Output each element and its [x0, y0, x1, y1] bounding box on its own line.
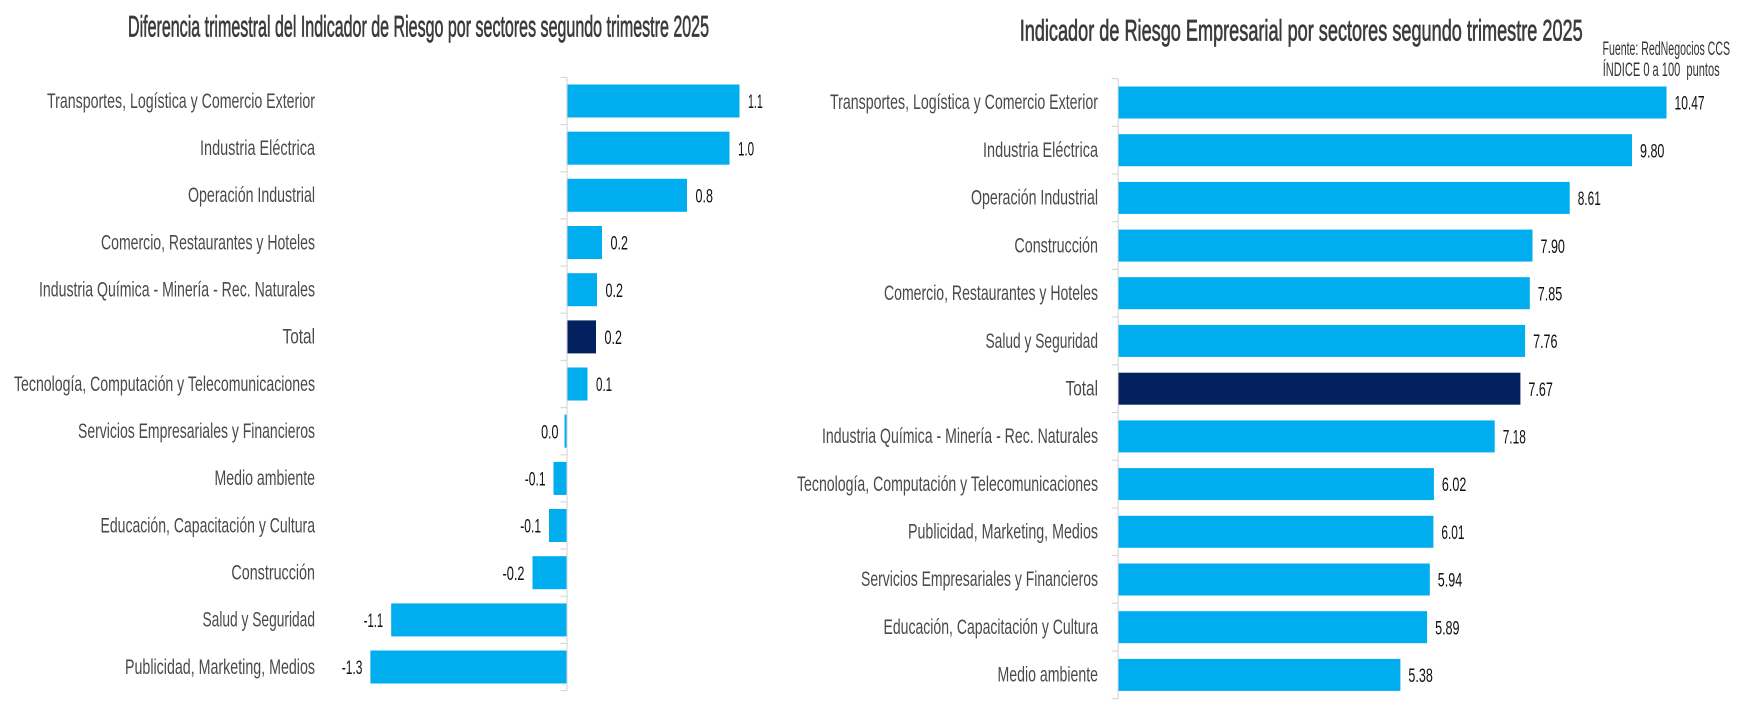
- svg-text:6.01: 6.01: [1441, 522, 1464, 544]
- svg-text:7.67: 7.67: [1528, 379, 1552, 401]
- svg-text:0.0: 0.0: [541, 421, 558, 443]
- svg-text:Diferencia trimestral del Indi: Diferencia trimestral del Indicador de R…: [128, 11, 709, 44]
- svg-text:1.0: 1.0: [738, 138, 754, 160]
- svg-text:7.18: 7.18: [1503, 427, 1526, 449]
- svg-text:5.38: 5.38: [1408, 665, 1432, 687]
- svg-text:Industria Eléctrica: Industria Eléctrica: [983, 139, 1098, 162]
- svg-text:Publicidad, Marketing, Medios: Publicidad, Marketing, Medios: [908, 521, 1098, 544]
- svg-text:Medio ambiente: Medio ambiente: [998, 664, 1099, 687]
- svg-text:7.85: 7.85: [1538, 283, 1562, 305]
- svg-text:8.61: 8.61: [1578, 188, 1601, 210]
- svg-text:0.1: 0.1: [596, 374, 612, 396]
- svg-text:Servicios Empresariales y Fina: Servicios Empresariales y Financieros: [78, 420, 315, 443]
- svg-text:-0.1: -0.1: [520, 516, 541, 538]
- svg-text:Medio ambiente: Medio ambiente: [215, 467, 316, 490]
- svg-text:-1.3: -1.3: [342, 657, 363, 679]
- svg-text:-1.1: -1.1: [364, 610, 383, 632]
- svg-text:Fuente: RedNegocios CCS: Fuente: RedNegocios CCS: [1603, 39, 1731, 60]
- svg-text:Construcción: Construcción: [1014, 234, 1098, 257]
- svg-text:1.1: 1.1: [748, 91, 763, 113]
- svg-text:Industria Química - Minería -: Industria Química - Minería - Rec. Natur…: [822, 425, 1098, 448]
- svg-text:7.90: 7.90: [1541, 236, 1565, 258]
- svg-text:Servicios Empresariales y Fina: Servicios Empresariales y Financieros: [861, 568, 1098, 591]
- svg-text:Operación Industrial: Operación Industrial: [971, 187, 1098, 210]
- svg-text:Construcción: Construcción: [231, 562, 315, 585]
- svg-text:Industria Química - Minería -: Industria Química - Minería - Rec. Natur…: [39, 279, 315, 302]
- svg-text:Salud y Seguridad: Salud y Seguridad: [986, 330, 1099, 353]
- svg-text:Total: Total: [283, 326, 316, 349]
- svg-text:Total: Total: [1066, 378, 1099, 401]
- svg-text:5.94: 5.94: [1438, 570, 1462, 592]
- svg-text:10.47: 10.47: [1675, 93, 1705, 115]
- svg-text:Indicador de Riesgo Empresaria: Indicador de Riesgo Empresarial por sect…: [1020, 15, 1583, 48]
- svg-text:Salud y Seguridad: Salud y Seguridad: [203, 609, 316, 632]
- svg-text:5.89: 5.89: [1435, 617, 1459, 639]
- svg-text:-0.2: -0.2: [503, 563, 525, 585]
- svg-text:Transportes, Logística y Comer: Transportes, Logística y Comercio Exteri…: [47, 90, 315, 113]
- svg-text:-0.1: -0.1: [525, 469, 546, 491]
- svg-text:Tecnología, Computación y Tele: Tecnología, Computación y Telecomunicaci…: [797, 473, 1098, 496]
- svg-text:Publicidad, Marketing, Medios: Publicidad, Marketing, Medios: [125, 656, 315, 679]
- svg-text:Industria Eléctrica: Industria Eléctrica: [200, 137, 315, 160]
- svg-text:6.02: 6.02: [1442, 474, 1466, 496]
- svg-text:Tecnología, Computación y Tele: Tecnología, Computación y Telecomunicaci…: [14, 373, 315, 396]
- svg-text:Educación, Capacitación y Cult: Educación, Capacitación y Cultura: [884, 616, 1099, 639]
- svg-text:7.76: 7.76: [1533, 331, 1557, 353]
- svg-text:0.8: 0.8: [696, 186, 713, 208]
- svg-text:ÍNDICE 0 a 100 puntos: ÍNDICE 0 a 100 puntos: [1603, 60, 1720, 81]
- svg-text:0.2: 0.2: [611, 233, 628, 255]
- svg-text:9.80: 9.80: [1640, 140, 1664, 162]
- svg-text:Comercio, Restaurantes y Hotel: Comercio, Restaurantes y Hoteles: [101, 231, 315, 254]
- svg-text:Comercio, Restaurantes y Hotel: Comercio, Restaurantes y Hoteles: [884, 282, 1098, 305]
- svg-text:Operación Industrial: Operación Industrial: [188, 184, 315, 207]
- svg-text:0.2: 0.2: [605, 327, 622, 349]
- svg-text:Educación, Capacitación y Cult: Educación, Capacitación y Cultura: [101, 514, 316, 537]
- svg-text:Transportes, Logística y Comer: Transportes, Logística y Comercio Exteri…: [830, 91, 1098, 114]
- svg-text:0.2: 0.2: [606, 280, 623, 302]
